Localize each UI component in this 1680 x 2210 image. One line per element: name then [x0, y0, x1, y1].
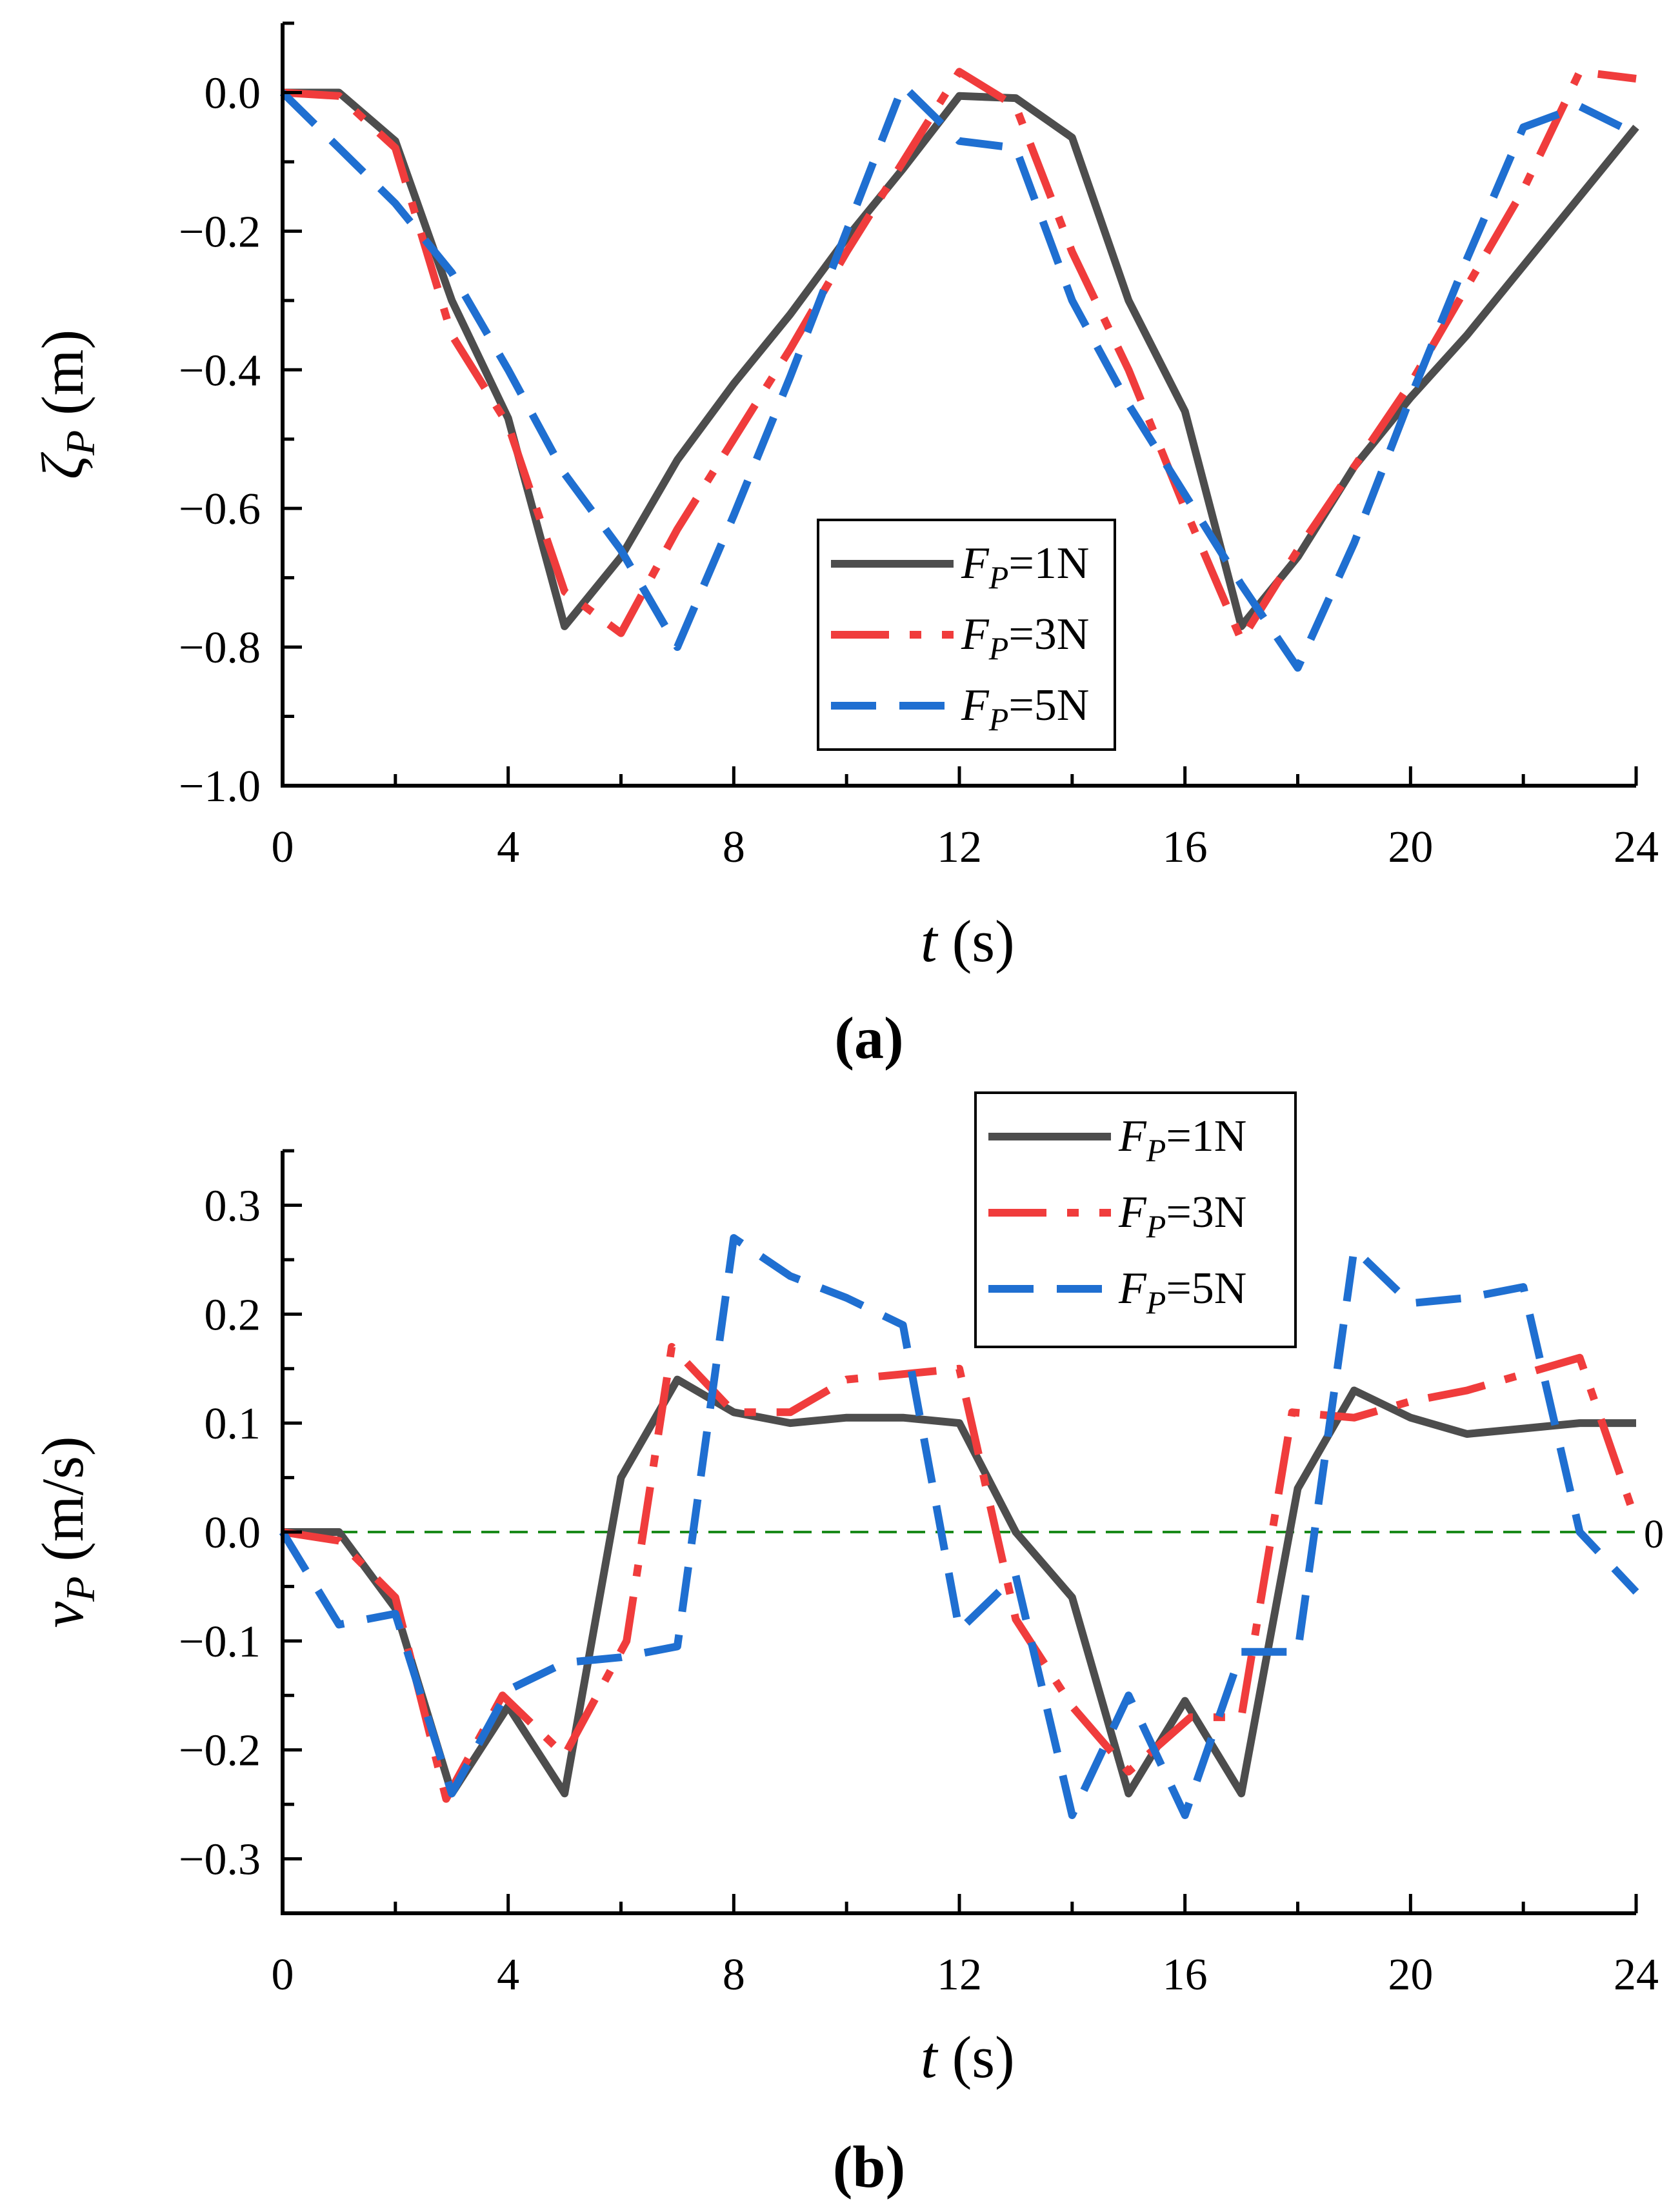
y-tick-label: −1.0 — [179, 762, 261, 811]
legend-variable: F — [1118, 1264, 1147, 1313]
series-line-2 — [282, 1342, 1640, 1803]
y-tick-label: −0.3 — [179, 1835, 261, 1885]
zero-reference-label: 0 — [1644, 1513, 1664, 1557]
legend-variable: F — [961, 610, 990, 659]
y-tick-label: 0.2 — [205, 1290, 261, 1340]
y-tick-label: 0.0 — [205, 68, 261, 118]
legend-variable: F — [1118, 1188, 1147, 1237]
legend-label-3: FP=5N — [1118, 1264, 1246, 1320]
x-axis-variable: t — [921, 2024, 939, 2090]
y-tick-label: 0.3 — [205, 1181, 261, 1231]
series-line-2 — [282, 68, 1637, 644]
chart-panel-b: 0 0 4 8 12 16 20 24 0.3 0.2 0.1 0.0 −0.1 −0.2 −0.3 t (s… — [30, 1091, 1664, 2200]
x-axis-title: t (s) — [921, 908, 1015, 974]
legend-value: =3N — [1166, 1188, 1246, 1237]
legend-subscript: P — [988, 701, 1009, 737]
y-tick-label: −0.6 — [179, 484, 261, 534]
panel-label: (b) — [833, 2134, 905, 2200]
x-tick-label: 0 — [272, 1950, 294, 2000]
legend-subscript: P — [1146, 1132, 1166, 1168]
legend-value: =5N — [1008, 681, 1089, 730]
y-axis-subscript: P — [57, 1577, 103, 1602]
y-axis-unit: (m) — [30, 330, 95, 430]
y-tick-label: 0.0 — [205, 1508, 261, 1558]
x-tick-label: 20 — [1388, 1950, 1433, 2000]
x-tick-label: 12 — [937, 1950, 982, 2000]
x-tick-label: 4 — [497, 822, 519, 872]
y-axis-variable: v — [30, 1602, 95, 1628]
x-axis-variable: t — [921, 908, 939, 974]
x-tick-label: 8 — [723, 822, 745, 872]
x-tick-label: 20 — [1388, 822, 1433, 872]
x-tick-label: 24 — [1614, 1950, 1659, 2000]
legend-label-2: FP=3N — [1118, 1188, 1246, 1244]
legend-value: =5N — [1166, 1264, 1246, 1313]
x-axis-title: t (s) — [921, 2024, 1015, 2090]
legend-subscript: P — [1146, 1208, 1166, 1244]
legend-label-2: FP=3N — [961, 610, 1089, 666]
y-tick-label: −0.8 — [179, 623, 261, 673]
y-axis-unit: (m/s) — [30, 1436, 95, 1576]
x-tick-label: 16 — [1163, 1950, 1208, 2000]
y-tick-label: −0.1 — [179, 1617, 261, 1667]
panel-label: (a) — [834, 1005, 903, 1071]
y-tick-label: −0.4 — [179, 346, 261, 395]
x-tick-label: 4 — [497, 1950, 519, 2000]
x-tick-label: 8 — [723, 1950, 745, 2000]
legend-subscript: P — [988, 630, 1009, 666]
x-axis-unit: (s) — [937, 908, 1015, 974]
legend-subscript: P — [988, 559, 1009, 595]
legend-value: =1N — [1008, 539, 1089, 588]
legend-variable: F — [961, 681, 990, 730]
legend-label-1: FP=1N — [961, 539, 1089, 595]
legend-subscript: P — [1146, 1284, 1166, 1320]
y-axis-title: ζP (m) — [30, 330, 103, 479]
y-axis-subscript: P — [57, 430, 103, 456]
y-tick-label: −0.2 — [179, 1726, 261, 1776]
legend-value: =3N — [1008, 610, 1089, 659]
y-axis-variable: ζ — [30, 452, 95, 479]
y-tick-label: 0.1 — [205, 1399, 261, 1449]
legend-variable: F — [961, 539, 990, 588]
legend-label-3: FP=5N — [961, 681, 1089, 737]
series-line-3 — [279, 1234, 1639, 1819]
y-tick-label: −0.2 — [179, 207, 261, 257]
x-tick-label: 16 — [1163, 822, 1208, 872]
x-tick-label: 0 — [272, 822, 294, 872]
chart-panel-a: 0 4 8 12 16 20 24 0.0 −0.2 −0.4 −0.6 −0.8 −1.0 t (s) ζ… — [30, 21, 1659, 1071]
y-axis-title: vP (m/s) — [30, 1436, 103, 1628]
series-line-1 — [283, 1375, 1636, 1798]
series-line-3 — [279, 81, 1638, 672]
legend-variable: F — [1118, 1111, 1147, 1161]
x-axis-unit: (s) — [937, 2024, 1015, 2090]
series-line-1 — [283, 88, 1639, 630]
legend-value: =1N — [1166, 1111, 1246, 1161]
x-tick-label: 12 — [937, 822, 982, 872]
x-tick-label: 24 — [1614, 822, 1659, 872]
legend-label-1: FP=1N — [1118, 1111, 1246, 1168]
